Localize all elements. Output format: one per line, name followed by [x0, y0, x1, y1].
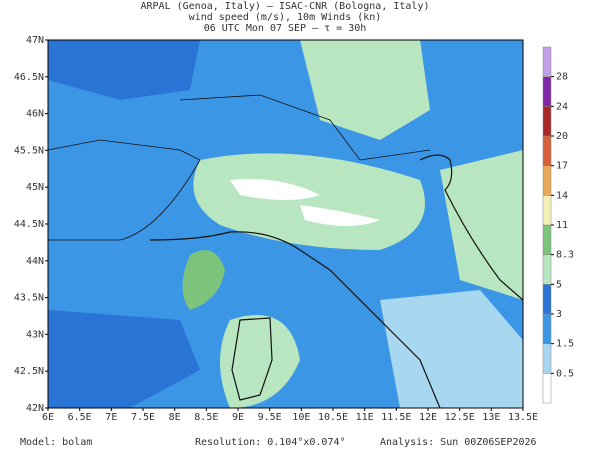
colorbar-segment — [542, 195, 552, 226]
colorbar-segment — [542, 76, 552, 107]
field-area — [48, 310, 200, 408]
lon-tick-label: 12E — [419, 412, 437, 423]
colorbar-label: 1.5 — [556, 339, 574, 350]
field-area — [300, 205, 380, 226]
colorbar-segment — [542, 224, 552, 255]
lon-tick-label: 10.5E — [318, 412, 348, 423]
lat-tick-label: 45N — [26, 182, 44, 193]
lat-tick-label: 46.5N — [14, 72, 44, 83]
colorbar-label: 14 — [556, 190, 568, 201]
border-line — [179, 94, 431, 161]
colorbar-segment — [542, 284, 552, 315]
lon-tick-label: 8.5E — [194, 412, 218, 423]
lat-tick-label: 43.5N — [14, 293, 44, 304]
lon-tick-label: 11E — [356, 412, 374, 423]
lon-tick-label: 9E — [232, 412, 244, 423]
lat-tick-label: 42N — [26, 403, 44, 414]
lat-tick-label: 44.5N — [14, 219, 44, 230]
field-area — [230, 179, 320, 200]
lon-tick-label: 6.5E — [68, 412, 92, 423]
lat-tick-label: 45.5N — [14, 145, 44, 156]
header-line: ARPAL (Genoa, Italy) — ISAC-CNR (Bologna… — [141, 1, 430, 12]
map-field — [47, 39, 524, 409]
lon-tick-label: 8E — [169, 412, 181, 423]
lat-tick-label: 42.5N — [14, 366, 44, 377]
lon-tick-label: 10E — [292, 412, 310, 423]
footer-resolution: Resolution: 0.104°x0.074° — [195, 437, 346, 448]
field-area — [220, 315, 300, 408]
colorbar-label: 20 — [556, 131, 568, 142]
field-area — [182, 250, 225, 310]
colorbar-segment — [542, 313, 552, 344]
footer-analysis: Analysis: Sun 00Z06SEP2026 — [380, 437, 537, 448]
field-area — [380, 290, 523, 408]
lat-tick-label: 43N — [26, 329, 44, 340]
field-area — [48, 40, 200, 100]
lon-tick-label: 7E — [105, 412, 117, 423]
field-area — [193, 153, 425, 250]
lon-tick-label: 13E — [482, 412, 500, 423]
colorbar-label: 17 — [556, 161, 568, 172]
border-line — [47, 139, 201, 241]
lon-tick-label: 6E — [42, 412, 54, 423]
lon-tick-label: 13.5E — [508, 412, 538, 423]
field-area — [300, 40, 430, 140]
colorbar-label: 24 — [556, 101, 568, 112]
colorbar-segment — [542, 254, 552, 285]
coastline — [419, 154, 524, 301]
lat-tick-label: 47N — [26, 35, 44, 46]
lat-tick-label: 44N — [26, 256, 44, 267]
lon-tick-label: 12.5E — [445, 412, 475, 423]
colorbar-label: 11 — [556, 220, 568, 231]
lat-tick-label: 46N — [26, 109, 44, 120]
colorbar-segment — [542, 165, 552, 196]
colorbar-label: 0.5 — [556, 368, 574, 379]
colorbar-segment — [542, 46, 552, 77]
coastline — [149, 231, 441, 409]
lon-tick-label: 9.5E — [258, 412, 282, 423]
colorbar-label: 3 — [556, 309, 562, 320]
header-line: 06 UTC Mon 07 SEP — τ = 30h — [204, 23, 367, 34]
colorbar-segment — [542, 106, 552, 137]
colorbar-label: 8.3 — [556, 250, 574, 261]
lon-tick-label: 7.5E — [131, 412, 155, 423]
footer-model: Model: bolam — [20, 437, 92, 448]
coastline — [231, 317, 273, 401]
colorbar-segment — [542, 135, 552, 166]
colorbar-segment — [542, 343, 552, 374]
colorbar-label: 5 — [556, 279, 562, 290]
lon-tick-label: 11.5E — [381, 412, 411, 423]
field-area — [440, 150, 523, 300]
colorbar-label: 28 — [556, 72, 568, 83]
colorbar-segment — [542, 373, 552, 404]
header-line: wind speed (m/s), 10m Winds (kn) — [189, 12, 382, 23]
